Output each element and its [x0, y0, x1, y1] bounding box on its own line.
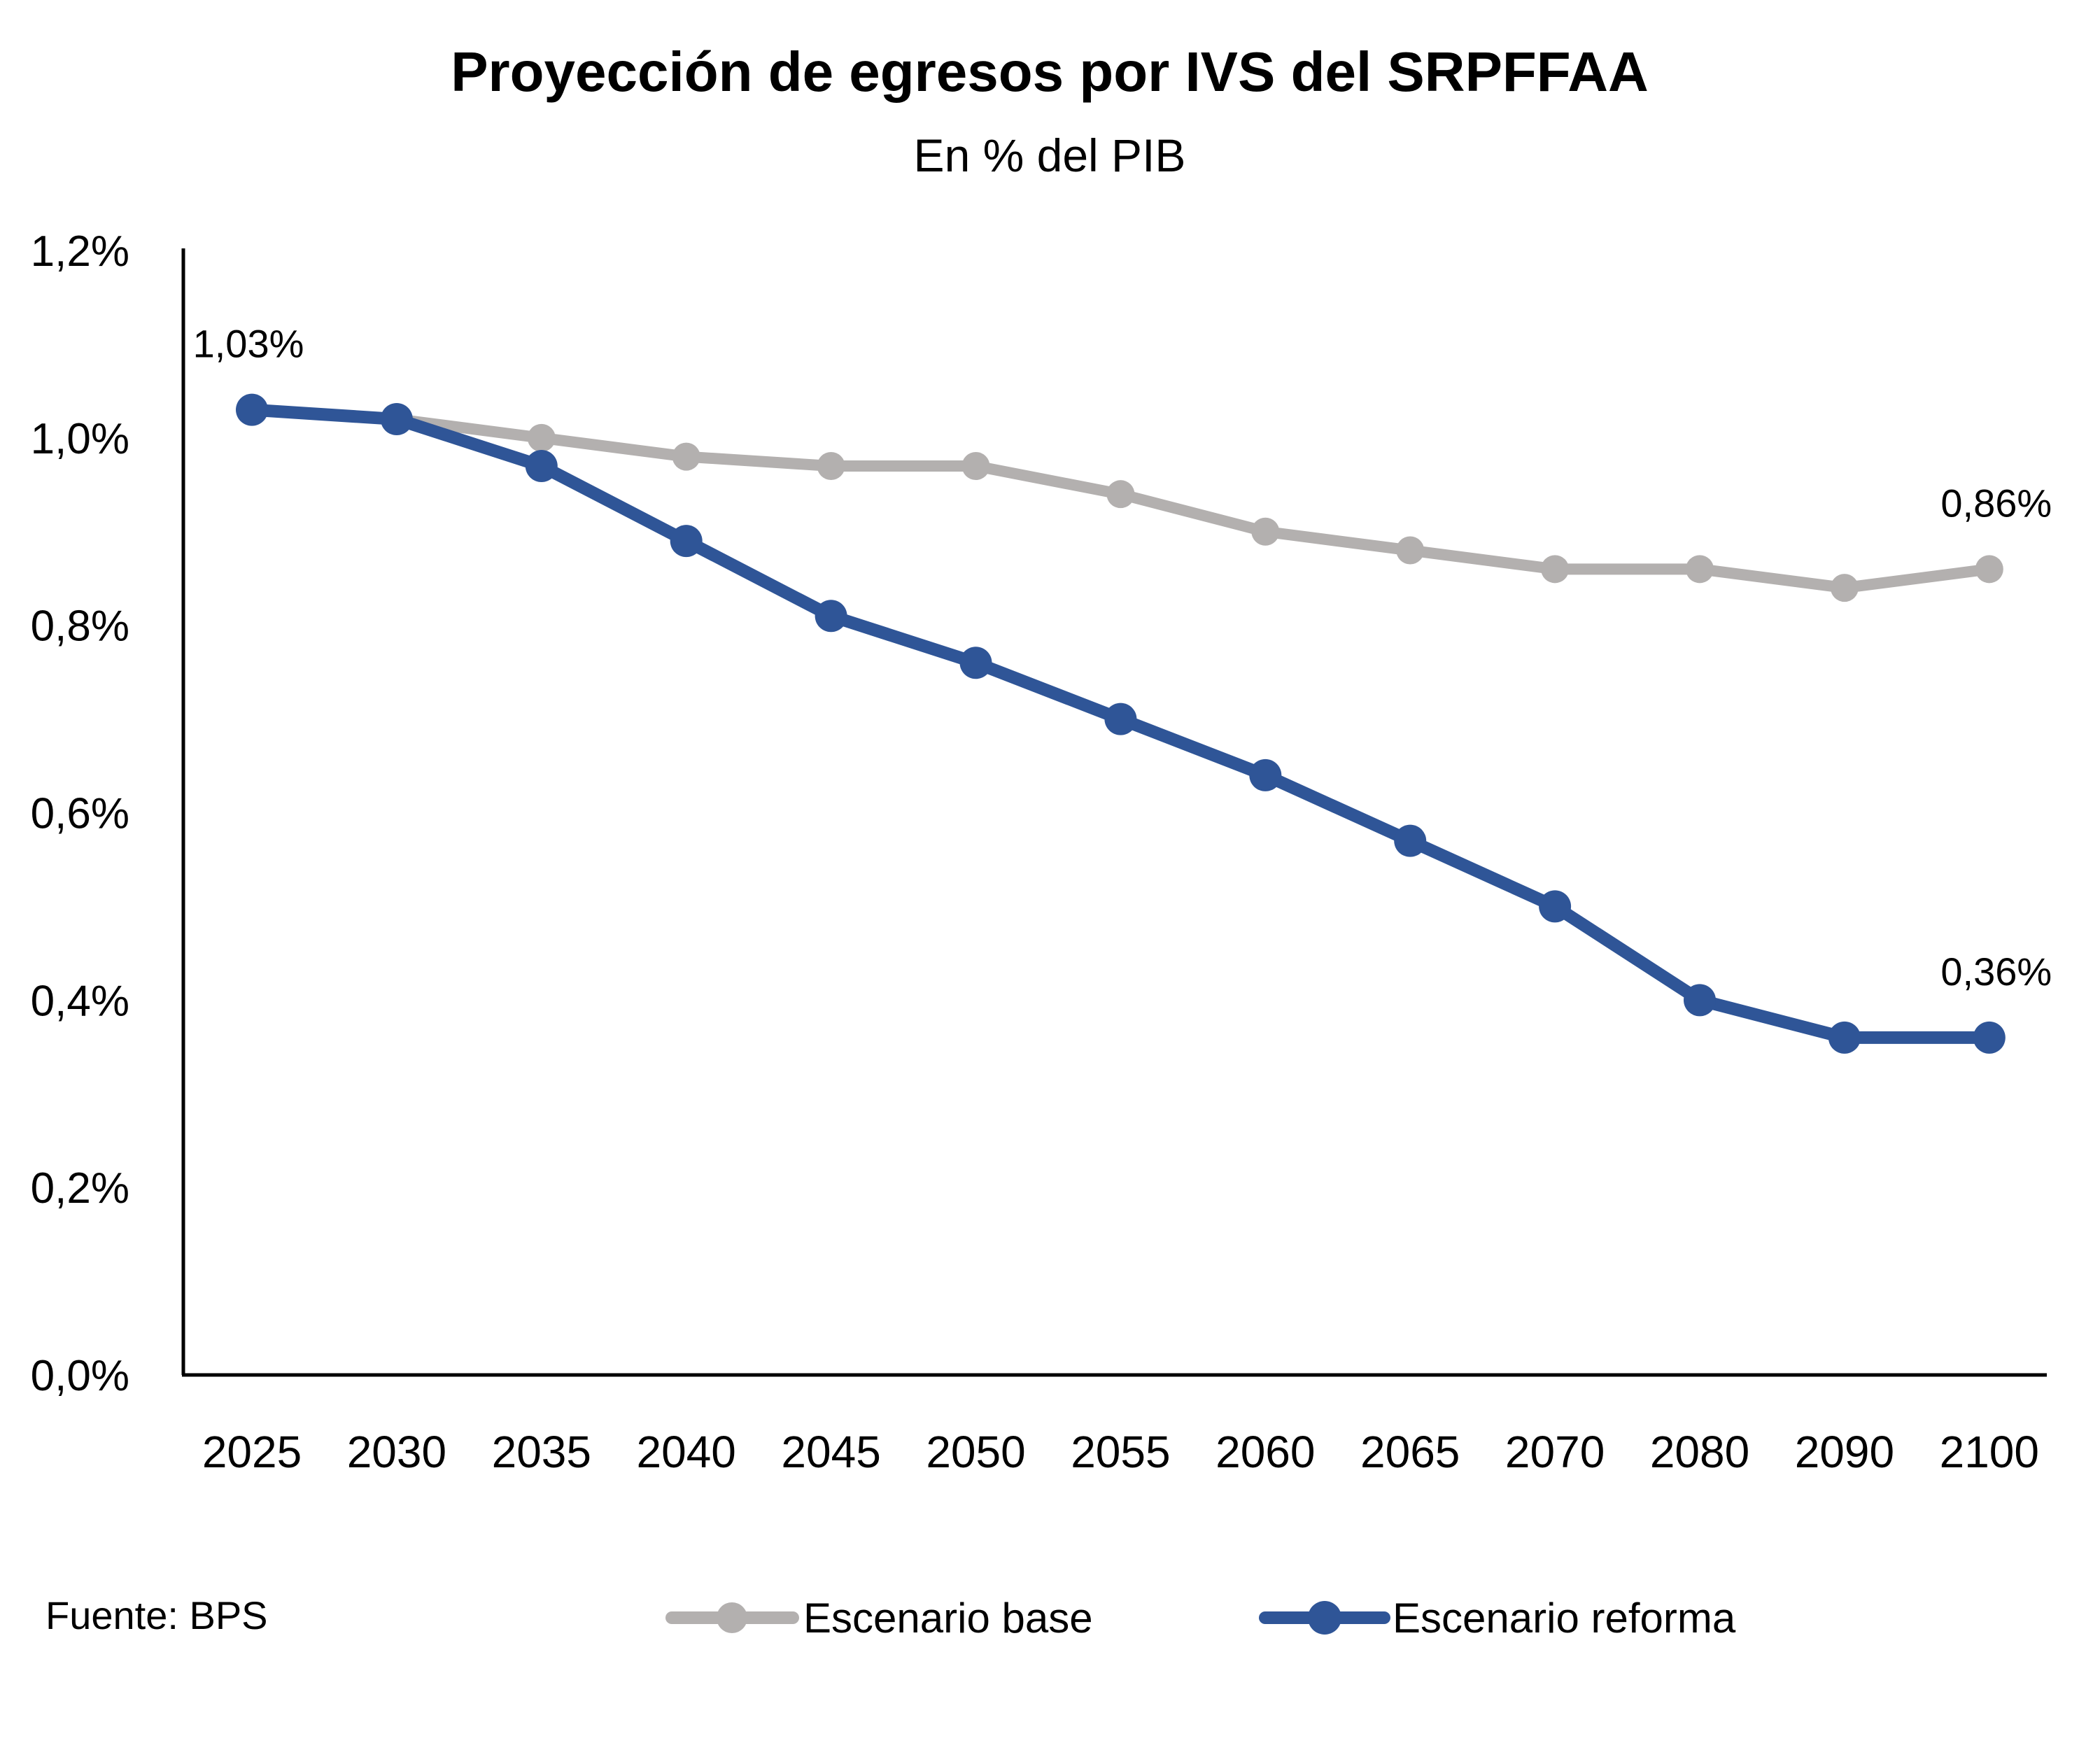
data-point[interactable]: [236, 393, 268, 426]
x-tick-label: 2050: [926, 1427, 1025, 1477]
data-point[interactable]: [1684, 984, 1716, 1017]
data-label: 0,36%: [1940, 950, 2052, 994]
x-tick-label: 2070: [1505, 1427, 1605, 1477]
legend-item-base[interactable]: Escenario base: [665, 1595, 1093, 1642]
data-point[interactable]: [1830, 574, 1859, 602]
data-point[interactable]: [1396, 536, 1425, 565]
legend-label-reforma: Escenario reforma: [1393, 1595, 1736, 1642]
chart-subtitle: En % del PIB: [914, 129, 1186, 181]
data-label: 1,03%: [193, 322, 304, 366]
y-tick-label: 0,8%: [31, 602, 129, 651]
data-point[interactable]: [1394, 824, 1427, 857]
data-point[interactable]: [1104, 703, 1137, 735]
y-tick-label: 1,0%: [31, 415, 129, 463]
data-point[interactable]: [1249, 758, 1282, 791]
y-tick-label: 1,2%: [31, 227, 129, 276]
data-point[interactable]: [380, 403, 413, 436]
series-layer: [236, 393, 2006, 1054]
data-point[interactable]: [1106, 480, 1135, 509]
data-label: 0,86%: [1940, 481, 2052, 525]
x-tick-label: 2065: [1360, 1427, 1460, 1477]
chart-title: Proyección de egresos por IVS del SRPFFA…: [451, 41, 1649, 103]
data-point[interactable]: [670, 525, 703, 558]
legend-marker-base: [717, 1602, 747, 1633]
legend-item-reforma[interactable]: Escenario reforma: [1259, 1595, 1736, 1642]
data-point[interactable]: [1251, 517, 1280, 546]
data-point[interactable]: [959, 647, 992, 679]
x-tick-label: 2090: [1795, 1427, 1894, 1477]
series-base: [238, 395, 2003, 602]
x-tick-label: 2060: [1215, 1427, 1315, 1477]
data-point[interactable]: [1975, 555, 2003, 584]
data-point[interactable]: [527, 423, 556, 452]
source-note: Fuente: BPS: [45, 1593, 268, 1637]
y-tick-label: 0,6%: [31, 790, 129, 838]
y-tick-label: 0,0%: [31, 1352, 129, 1400]
series-reforma: [236, 393, 2006, 1054]
x-tick-label: 2080: [1650, 1427, 1749, 1477]
data-point[interactable]: [961, 452, 990, 481]
data-point[interactable]: [1541, 555, 1570, 584]
data-point[interactable]: [1539, 890, 1572, 923]
x-tick-label: 2025: [202, 1427, 302, 1477]
data-point[interactable]: [1686, 555, 1714, 584]
x-tick-label: 2045: [781, 1427, 880, 1477]
data-point[interactable]: [1828, 1021, 1861, 1054]
data-point[interactable]: [672, 442, 700, 471]
y-tick-label: 0,2%: [31, 1164, 129, 1213]
y-tick-label: 0,4%: [31, 977, 129, 1025]
x-tick-label: 2030: [347, 1427, 446, 1477]
x-axis-ticks: 2025 2030 2035 2040 2045 2050 2055 2060 2065 2070…: [202, 1427, 2039, 1477]
data-point[interactable]: [815, 600, 847, 633]
x-tick-label: 2055: [1071, 1427, 1170, 1477]
data-point[interactable]: [525, 450, 558, 483]
x-tick-label: 2040: [637, 1427, 736, 1477]
data-point[interactable]: [817, 452, 845, 481]
legend: Escenario base Escenario reforma: [665, 1595, 1736, 1642]
y-axis-ticks: 0,0% 0,2% 0,4% 0,6% 0,8% 1,0% 1,2%: [31, 227, 129, 1400]
x-tick-label: 2100: [1940, 1427, 2039, 1477]
data-labels: 1,03% 0,86% 0,36%: [193, 322, 2052, 994]
legend-label-base: Escenario base: [803, 1595, 1093, 1642]
data-point[interactable]: [1973, 1021, 2006, 1054]
legend-marker-reforma: [1308, 1601, 1341, 1635]
x-tick-label: 2035: [492, 1427, 591, 1477]
